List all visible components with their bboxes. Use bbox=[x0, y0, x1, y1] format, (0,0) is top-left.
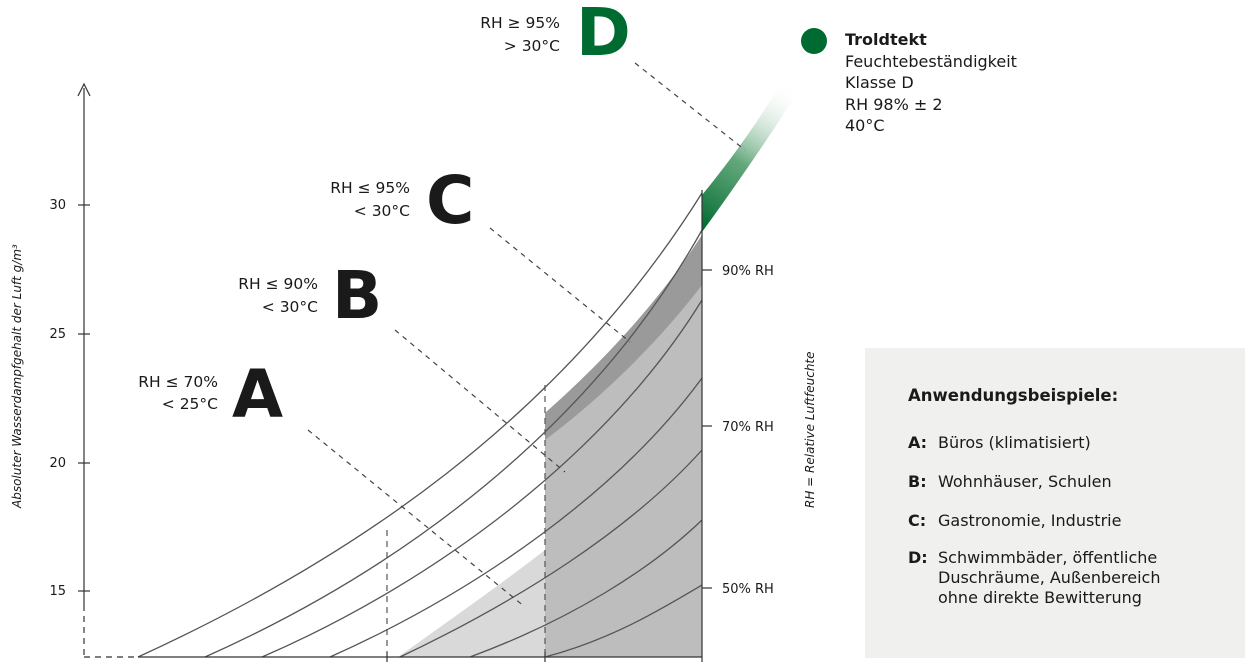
leader-a bbox=[307, 429, 526, 608]
rh-tick-label: 70% RH bbox=[722, 420, 774, 435]
legend-line: Klasse D bbox=[845, 73, 914, 92]
rh-curves bbox=[137, 192, 703, 658]
legend-green-dot bbox=[801, 28, 827, 54]
rh-axis-title: RH = Relative Luftfeuchte bbox=[803, 351, 817, 508]
example-text: Wohnhäuser, Schulen bbox=[938, 472, 1112, 491]
region-b-fill bbox=[398, 550, 545, 657]
legend: Troldtekt Feuchtebeständigkeit Klasse D … bbox=[845, 29, 1017, 137]
class-d-temp: > 30°C bbox=[503, 37, 560, 55]
legend-line: Feuchtebeständigkeit bbox=[845, 51, 1017, 71]
examples-box: Anwendungsbeispiele: A: Büros (klimatisi… bbox=[865, 348, 1245, 658]
class-b-letter: B bbox=[332, 257, 383, 334]
rh-curve-40 bbox=[544, 584, 703, 658]
legend-title: Troldtekt bbox=[845, 30, 927, 49]
class-d-letter: D bbox=[576, 0, 631, 71]
region-d-band bbox=[702, 82, 795, 232]
rh-curve-90 bbox=[204, 229, 703, 658]
rh-curve-100 bbox=[137, 192, 703, 658]
y-axis-title: Absoluter Wasserdampfgehalt der Luft g/m… bbox=[10, 244, 24, 508]
example-text: Schwimmbäder, öffentliche Duschräume, Au… bbox=[938, 548, 1161, 607]
example-text: Gastronomie, Industrie bbox=[938, 511, 1122, 530]
example-key: B: bbox=[908, 472, 927, 491]
class-a-temp: < 25°C bbox=[161, 395, 218, 413]
class-a-rh: RH ≤ 70% bbox=[138, 373, 218, 391]
legend-line: RH 98% ± 2 bbox=[845, 94, 943, 114]
rh-tick-label: 90% RH bbox=[722, 264, 774, 279]
y-tick-label: 15 bbox=[49, 584, 66, 599]
class-b-rh: RH ≤ 90% bbox=[238, 275, 318, 293]
rh-tick-label: 50% RH bbox=[722, 582, 774, 597]
leader-c bbox=[489, 227, 631, 343]
y-axis-arrow bbox=[77, 82, 91, 97]
class-b-temp: < 30°C bbox=[261, 298, 318, 316]
rh-curve-60 bbox=[399, 449, 703, 658]
class-c-rh: RH ≤ 95% bbox=[330, 179, 410, 197]
example-key: A: bbox=[908, 433, 928, 452]
examples-title: Anwendungsbeispiele: bbox=[908, 386, 1119, 405]
class-c-temp: < 30°C bbox=[353, 202, 410, 220]
y-tick-label: 25 bbox=[49, 327, 66, 342]
legend-line: 40°C bbox=[845, 116, 885, 135]
class-a-letter: A bbox=[232, 356, 284, 433]
class-c-letter: C bbox=[426, 162, 475, 239]
region-c-top-band bbox=[545, 235, 702, 440]
rh-curve-80 bbox=[261, 299, 703, 658]
example-text: Büros (klimatisiert) bbox=[938, 433, 1091, 452]
y-tick-label: 30 bbox=[49, 198, 66, 213]
class-d-rh: RH ≥ 95% bbox=[480, 14, 560, 32]
example-key: C: bbox=[908, 511, 927, 530]
leader-d bbox=[634, 62, 746, 151]
rh-curve-70 bbox=[329, 377, 703, 658]
example-key: D: bbox=[908, 548, 928, 567]
leader-b bbox=[394, 329, 566, 473]
rh-curve-50 bbox=[469, 519, 703, 658]
y-tick-label: 20 bbox=[49, 456, 66, 471]
